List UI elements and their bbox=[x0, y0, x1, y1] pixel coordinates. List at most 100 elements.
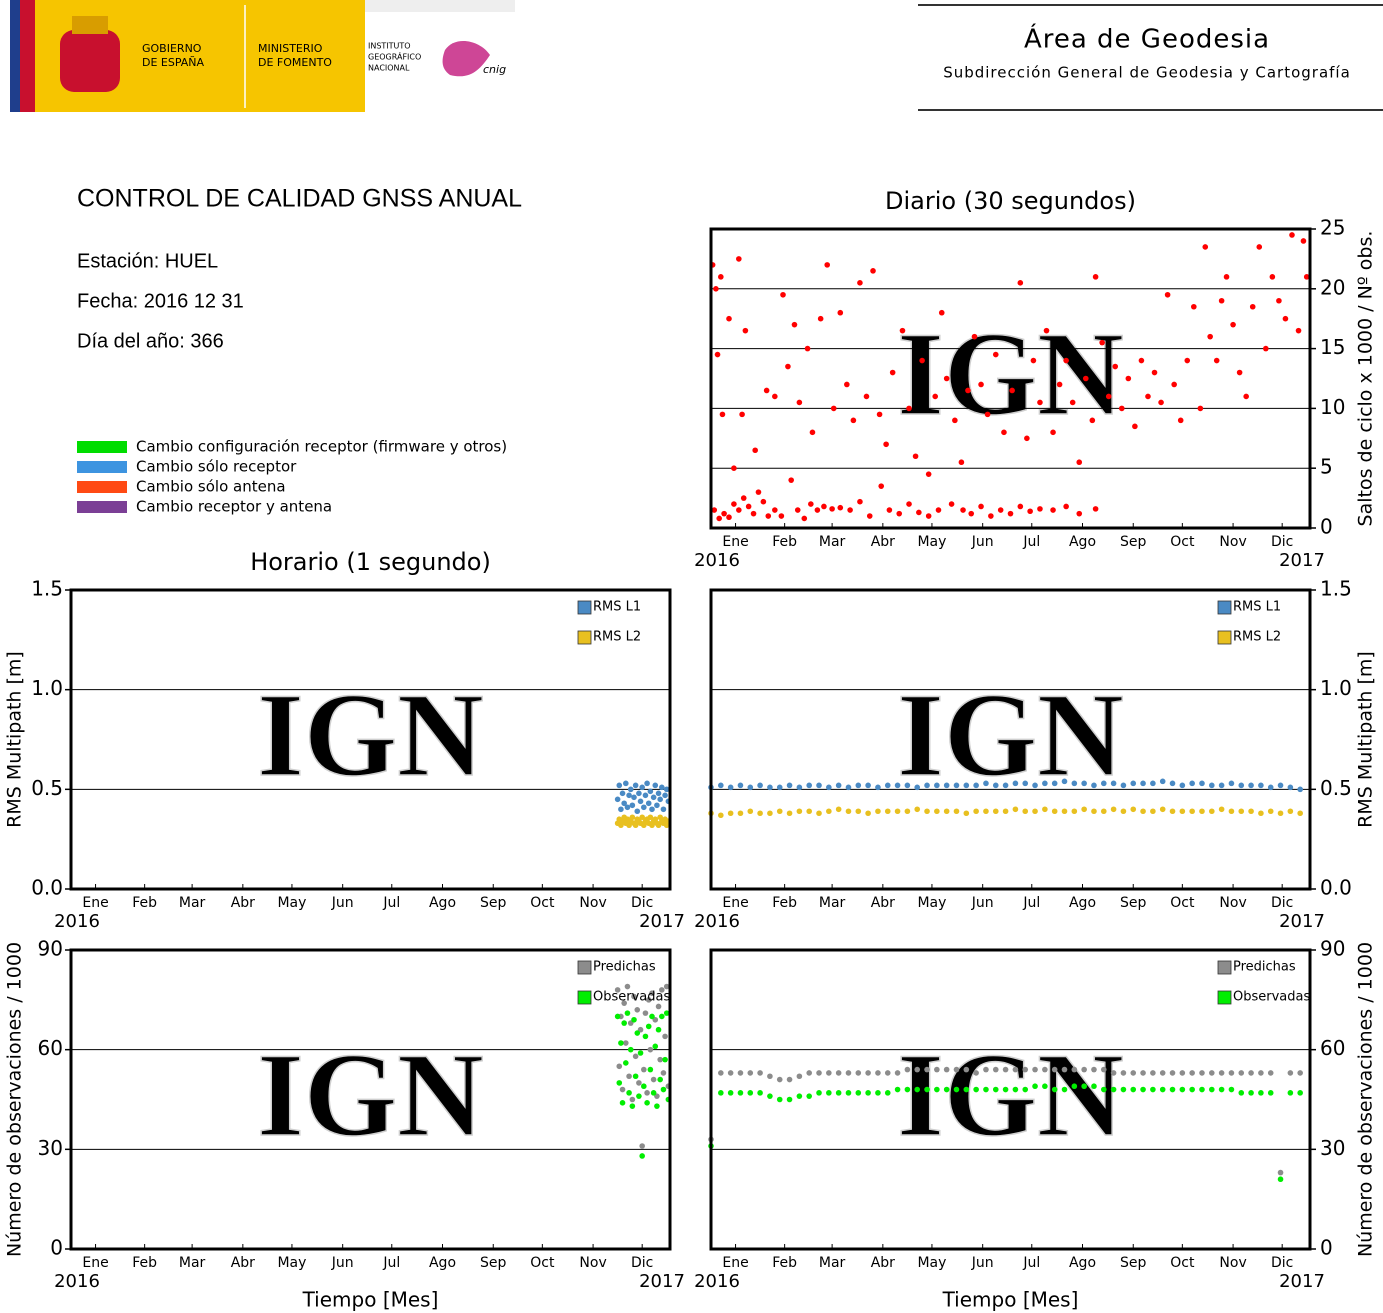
data-point bbox=[1017, 280, 1024, 286]
data-point bbox=[1297, 786, 1303, 793]
year-label: 2016 bbox=[54, 1271, 100, 1292]
data-point bbox=[1297, 1070, 1303, 1076]
data-point bbox=[1130, 780, 1137, 787]
data-point bbox=[1258, 810, 1264, 817]
data-point bbox=[973, 782, 979, 789]
data-point bbox=[835, 1070, 842, 1076]
data-point bbox=[1277, 1176, 1284, 1183]
watermark: IGN bbox=[257, 668, 484, 801]
data-point bbox=[855, 1090, 862, 1096]
data-point bbox=[623, 780, 629, 787]
data-point bbox=[1248, 1090, 1254, 1096]
data-point bbox=[767, 1073, 773, 1080]
data-point bbox=[912, 453, 919, 460]
data-point bbox=[1112, 363, 1119, 370]
data-point bbox=[718, 812, 724, 819]
data-point bbox=[645, 1023, 652, 1030]
data-point bbox=[713, 286, 719, 292]
logo-text: DE ESPAÑA bbox=[142, 56, 205, 69]
data-point bbox=[965, 387, 971, 394]
data-point bbox=[1158, 399, 1164, 406]
data-point bbox=[1032, 782, 1038, 789]
data-point bbox=[983, 780, 989, 787]
data-point bbox=[739, 411, 745, 418]
logo-text: NACIONAL bbox=[368, 64, 410, 73]
data-point bbox=[778, 513, 785, 519]
data-point bbox=[1228, 780, 1235, 787]
data-point bbox=[662, 1056, 668, 1063]
data-point bbox=[1145, 393, 1151, 400]
data-point bbox=[1012, 780, 1019, 787]
y-axis-label: Número de observaciones / 1000 bbox=[1355, 942, 1377, 1257]
data-point bbox=[1002, 782, 1009, 789]
data-point bbox=[1218, 806, 1225, 813]
data-point bbox=[865, 1090, 871, 1096]
x-tick-label: Dic bbox=[1271, 534, 1293, 550]
data-point bbox=[621, 800, 627, 807]
data-point bbox=[1081, 806, 1087, 813]
data-point bbox=[884, 808, 891, 815]
data-point bbox=[1228, 1086, 1235, 1093]
data-point bbox=[855, 1070, 862, 1076]
data-point bbox=[726, 315, 732, 322]
data-point bbox=[639, 1153, 645, 1159]
data-point bbox=[1209, 1086, 1215, 1093]
data-point bbox=[1110, 1070, 1117, 1076]
data-point bbox=[623, 1040, 629, 1046]
x-tick-label: Dic bbox=[631, 895, 653, 911]
x-tick-label: Sep bbox=[480, 895, 507, 911]
x-tick-label: Nov bbox=[1219, 895, 1246, 911]
data-point bbox=[924, 1086, 930, 1093]
change-legend: Cambio configuración receptor (firmware … bbox=[77, 438, 507, 516]
data-point bbox=[1091, 808, 1097, 815]
data-point bbox=[631, 794, 637, 801]
chart-title: Horario (1 segundo) bbox=[250, 548, 491, 576]
data-point bbox=[866, 513, 873, 519]
data-point bbox=[1022, 1066, 1029, 1073]
data-point bbox=[1218, 297, 1225, 304]
data-point bbox=[714, 351, 721, 358]
data-point bbox=[821, 503, 827, 510]
data-point bbox=[632, 782, 639, 789]
data-point bbox=[1051, 780, 1058, 787]
data-point bbox=[1042, 780, 1048, 787]
data-point bbox=[984, 411, 991, 418]
data-point bbox=[1197, 405, 1204, 412]
data-point bbox=[645, 997, 652, 1003]
data-point bbox=[983, 808, 989, 815]
data-point bbox=[650, 1090, 657, 1096]
x-tick-label: Ago bbox=[1069, 1255, 1096, 1271]
data-point bbox=[1100, 1086, 1107, 1093]
legend-swatch bbox=[77, 501, 127, 513]
watermark: IGN bbox=[897, 307, 1124, 440]
plot-frame bbox=[709, 588, 1312, 891]
data-point bbox=[934, 1066, 940, 1073]
x-tick-label: Oct bbox=[530, 895, 555, 911]
y-axis-label: RMS Multipath [m] bbox=[4, 651, 26, 828]
data-point bbox=[847, 507, 853, 513]
data-point bbox=[711, 507, 718, 513]
data-point bbox=[632, 1073, 639, 1080]
data-point bbox=[1061, 1086, 1068, 1093]
y-tick-label: 20 bbox=[1320, 275, 1345, 299]
data-point bbox=[641, 804, 647, 811]
data-point bbox=[934, 1086, 940, 1093]
x-tick-label: Jul bbox=[1022, 534, 1040, 550]
institution-logo: GOBIERNO DE ESPAÑA MINISTERIO DE FOMENTO… bbox=[10, 0, 515, 112]
data-point bbox=[906, 501, 912, 507]
data-point bbox=[619, 1086, 626, 1093]
data-point bbox=[963, 782, 970, 789]
data-point bbox=[1199, 1070, 1205, 1076]
watermark: IGN bbox=[897, 1028, 1124, 1161]
data-point bbox=[992, 782, 999, 789]
logo-stripe bbox=[10, 0, 20, 112]
x-tick-label: Nov bbox=[1219, 534, 1246, 550]
data-point bbox=[1071, 780, 1078, 787]
x-tick-label: Jun bbox=[971, 534, 994, 550]
logo-text: GEOGRÁFICO bbox=[368, 51, 421, 62]
x-tick-label: Sep bbox=[1120, 895, 1147, 911]
year-label: 2016 bbox=[694, 1271, 740, 1292]
data-point bbox=[809, 429, 816, 436]
x-tick-label: Ene bbox=[82, 895, 108, 911]
data-point bbox=[647, 788, 654, 795]
